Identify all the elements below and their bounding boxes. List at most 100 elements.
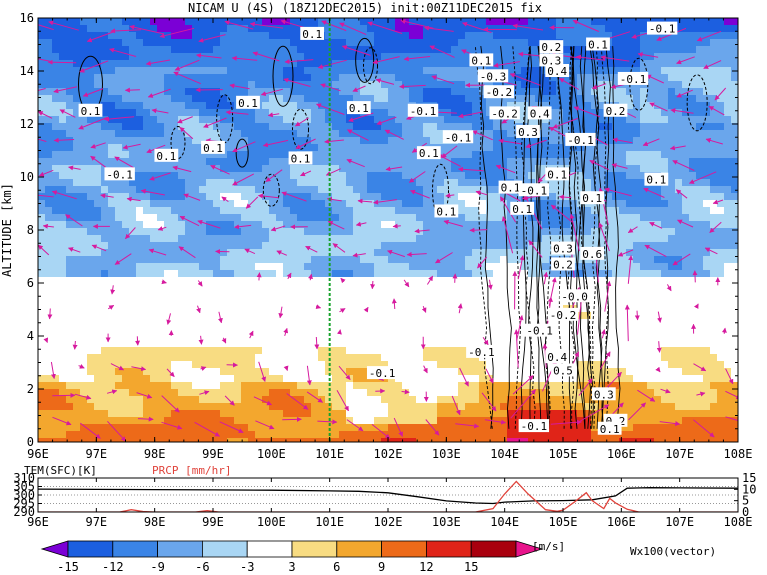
shade-cell: [472, 158, 480, 166]
shade-cell: [374, 18, 382, 26]
shade-cell: [724, 144, 732, 152]
shade-cell: [542, 214, 550, 222]
shade-cell: [521, 305, 529, 313]
shade-cell: [143, 305, 151, 313]
shade-cell: [80, 179, 88, 187]
shade-cell: [374, 39, 382, 47]
shade-cell: [451, 256, 459, 264]
shade-cell: [451, 193, 459, 201]
shade-cell: [388, 340, 396, 348]
shade-cell: [563, 319, 571, 327]
shade-cell: [283, 123, 291, 131]
shade-cell: [206, 200, 214, 208]
shade-cell: [45, 354, 53, 362]
shade-cell: [528, 340, 536, 348]
shade-cell: [640, 151, 648, 159]
shade-cell: [115, 312, 123, 320]
shade-cell: [402, 354, 410, 362]
shade-cell: [318, 263, 326, 271]
shade-cell: [689, 221, 697, 229]
shade-cell: [465, 326, 473, 334]
shade-cell: [724, 39, 732, 47]
shade-cell: [115, 347, 123, 355]
shade-cell: [346, 60, 354, 68]
shade-cell: [381, 354, 389, 362]
shade-cell: [66, 249, 74, 257]
shade-cell: [647, 270, 655, 278]
shade-cell: [234, 326, 242, 334]
shade-cell: [276, 130, 284, 138]
shade-cell: [73, 74, 81, 82]
shade-cell: [437, 32, 445, 40]
shade-cell: [136, 144, 144, 152]
shade-cell: [577, 81, 585, 89]
shade-cell: [493, 200, 501, 208]
shade-cell: [241, 116, 249, 124]
shade-cell: [108, 109, 116, 117]
shade-cell: [409, 137, 417, 145]
shade-cell: [171, 74, 179, 82]
shade-cell: [717, 81, 725, 89]
shade-cell: [101, 277, 109, 285]
shade-cell: [297, 256, 305, 264]
shade-cell: [584, 95, 592, 103]
shade-cell: [185, 158, 193, 166]
shade-cell: [269, 165, 277, 173]
shade-cell: [234, 25, 242, 33]
shade-cell: [633, 298, 641, 306]
shade-cell: [535, 158, 543, 166]
shade-cell: [493, 172, 501, 180]
shade-cell: [472, 305, 480, 313]
shade-cell: [150, 284, 158, 292]
shade-cell: [185, 39, 193, 47]
shade-cell: [409, 151, 417, 159]
shade-cell: [640, 200, 648, 208]
shade-cell: [514, 256, 522, 264]
shade-cell: [661, 193, 669, 201]
shade-cell: [528, 60, 536, 68]
shade-cell: [689, 263, 697, 271]
shade-cell: [199, 102, 207, 110]
shade-cell: [703, 214, 711, 222]
shade-cell: [584, 179, 592, 187]
shade-cell: [241, 158, 249, 166]
shade-cell: [479, 242, 487, 250]
shade-cell: [689, 312, 697, 320]
shade-cell: [647, 116, 655, 124]
shade-cell: [640, 361, 648, 369]
shade-cell: [45, 340, 53, 348]
shade-cell: [591, 18, 599, 26]
shade-cell: [339, 81, 347, 89]
shade-cell: [339, 116, 347, 124]
shade-cell: [605, 354, 613, 362]
shade-cell: [38, 46, 46, 54]
shade-cell: [444, 81, 452, 89]
shade-cell: [591, 263, 599, 271]
shade-cell: [640, 207, 648, 215]
shade-cell: [696, 137, 704, 145]
shade-cell: [262, 326, 270, 334]
shade-cell: [157, 200, 165, 208]
shade-cell: [150, 312, 158, 320]
shade-cell: [94, 256, 102, 264]
shade-cell: [409, 200, 417, 208]
shade-cell: [696, 270, 704, 278]
shade-cell: [339, 291, 347, 299]
shade-cell: [185, 298, 193, 306]
shade-cell: [703, 123, 711, 131]
shade-cell: [423, 18, 431, 26]
shade-cell: [444, 242, 452, 250]
shade-cell: [493, 46, 501, 54]
shade-cell: [486, 200, 494, 208]
shade-cell: [472, 200, 480, 208]
shade-cell: [234, 67, 242, 75]
shade-cell: [73, 270, 81, 278]
shade-cell: [675, 172, 683, 180]
shade-cell: [703, 319, 711, 327]
shade-cell: [654, 305, 662, 313]
shade-cell: [318, 186, 326, 194]
shade-cell: [689, 123, 697, 131]
shade-cell: [619, 179, 627, 187]
shade-cell: [598, 137, 606, 145]
shade-cell: [360, 172, 368, 180]
